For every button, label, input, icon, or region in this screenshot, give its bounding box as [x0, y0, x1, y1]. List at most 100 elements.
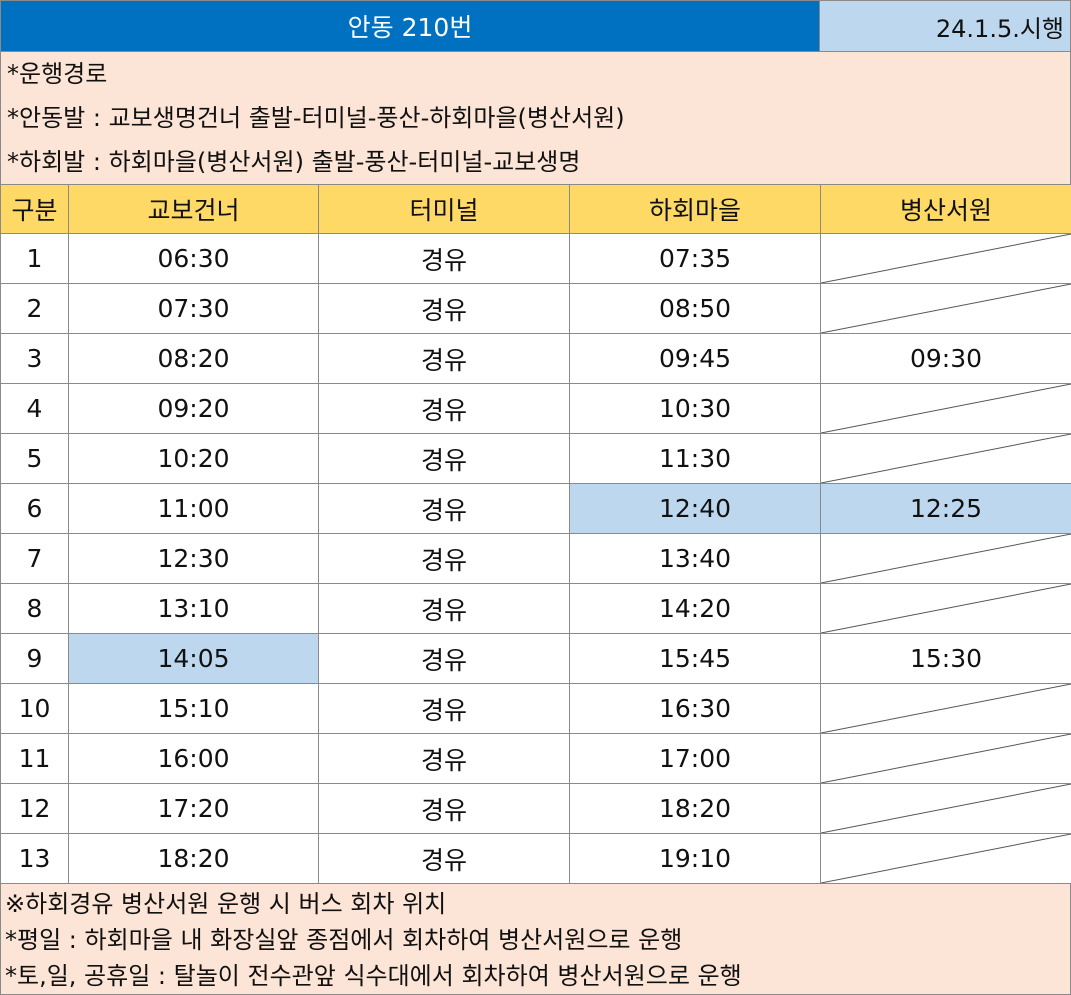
column-header-terminal: 터미널 — [318, 184, 570, 234]
gyobo-time: 12:30 — [68, 533, 319, 584]
gyobo-time: 15:10 — [68, 683, 319, 734]
table-row: 4 09:20 경유 10:30 — [0, 383, 1071, 434]
terminal-stop: 경유 — [318, 233, 570, 284]
row-number: 11 — [0, 733, 69, 784]
hahoe-time: 17:00 — [569, 733, 821, 784]
row-number: 8 — [0, 583, 69, 634]
diagonal-slash-icon — [821, 284, 1071, 333]
diagonal-slash-icon — [821, 734, 1071, 783]
terminal-stop: 경유 — [318, 833, 570, 884]
table-row: 13 18:20 경유 19:10 — [0, 833, 1071, 884]
route-notes: *운행경로 *안동발 : 교보생명건너 출발-터미널-풍산-하회마을(병산서원)… — [0, 52, 1071, 184]
no-service-cell — [820, 383, 1071, 434]
hahoe-time: 07:35 — [569, 233, 821, 284]
terminal-stop: 경유 — [318, 333, 570, 384]
row-number: 1 — [0, 233, 69, 284]
row-number: 9 — [0, 633, 69, 684]
hahoe-time: 08:50 — [569, 283, 821, 334]
gyobo-time: 09:20 — [68, 383, 319, 434]
hahoe-time: 10:30 — [569, 383, 821, 434]
route-note-andong-departure: *안동발 : 교보생명건너 출발-터미널-풍산-하회마을(병산서원) — [7, 104, 625, 132]
byeongsan-time: 15:30 — [820, 633, 1071, 684]
timetable-header-row: 구분 교보건너 터미널 하회마을 병산서원 — [0, 184, 1071, 234]
table-row: 2 07:30 경유 08:50 — [0, 283, 1071, 334]
no-service-cell — [820, 733, 1071, 784]
row-number: 5 — [0, 433, 69, 484]
hahoe-time: 12:40 — [569, 483, 821, 534]
hahoe-time: 16:30 — [569, 683, 821, 734]
hahoe-time: 09:45 — [569, 333, 821, 384]
turnaround-note-weekday: *평일 : 하회마을 내 화장실앞 종점에서 회차하여 병산서원으로 운행 — [5, 926, 683, 954]
table-row: 12 17:20 경유 18:20 — [0, 783, 1071, 834]
turnaround-note-weekend: *토,일, 공휴일 : 탈놀이 전수관앞 식수대에서 회차하여 병산서원으로 운… — [5, 962, 742, 990]
row-number: 13 — [0, 833, 69, 884]
turnaround-notes: ※하회경유 병산서원 운행 시 버스 회차 위치 *평일 : 하회마을 내 화장… — [0, 884, 1071, 995]
gyobo-time: 17:20 — [68, 783, 319, 834]
terminal-stop: 경유 — [318, 633, 570, 684]
gyobo-time: 08:20 — [68, 333, 319, 384]
no-service-cell — [820, 583, 1071, 634]
timetable: 구분 교보건너 터미널 하회마을 병산서원 1 06:30 경유 07:35 2 07:3… — [0, 184, 1071, 884]
gyobo-time: 14:05 — [68, 633, 319, 684]
table-row: 6 11:00 경유 12:40 12:25 — [0, 483, 1071, 534]
table-row: 10 15:10 경유 16:30 — [0, 683, 1071, 734]
terminal-stop: 경유 — [318, 583, 570, 634]
terminal-stop: 경유 — [318, 283, 570, 334]
title-bar: 안동 210번 24.1.5.시행 — [0, 0, 1071, 52]
terminal-stop: 경유 — [318, 383, 570, 434]
route-note-hahoe-departure: *하회발 : 하회마을(병산서원) 출발-풍산-터미널-교보생명 — [7, 148, 581, 176]
terminal-stop: 경유 — [318, 683, 570, 734]
hahoe-time: 19:10 — [569, 833, 821, 884]
diagonal-slash-icon — [821, 684, 1071, 733]
table-row: 3 08:20 경유 09:45 09:30 — [0, 333, 1071, 384]
hahoe-time: 13:40 — [569, 533, 821, 584]
byeongsan-time: 12:25 — [820, 483, 1071, 534]
hahoe-time: 14:20 — [569, 583, 821, 634]
table-row: 9 14:05 경유 15:45 15:30 — [0, 633, 1071, 684]
gyobo-time: 18:20 — [68, 833, 319, 884]
terminal-stop: 경유 — [318, 483, 570, 534]
terminal-stop: 경유 — [318, 533, 570, 584]
hahoe-time: 15:45 — [569, 633, 821, 684]
route-title: 안동 210번 — [1, 1, 820, 51]
no-service-cell — [820, 783, 1071, 834]
gyobo-time: 06:30 — [68, 233, 319, 284]
terminal-stop: 경유 — [318, 733, 570, 784]
hahoe-time: 18:20 — [569, 783, 821, 834]
timetable-body: 1 06:30 경유 07:35 2 07:30 경유 08:50 3 08:20 경유 09:45 0… — [0, 233, 1071, 884]
diagonal-slash-icon — [821, 384, 1071, 433]
diagonal-slash-icon — [821, 784, 1071, 833]
diagonal-slash-icon — [821, 534, 1071, 583]
table-row: 8 13:10 경유 14:20 — [0, 583, 1071, 634]
gyobo-time: 16:00 — [68, 733, 319, 784]
column-header-hahoe: 하회마을 — [569, 184, 821, 234]
diagonal-slash-icon — [821, 234, 1071, 283]
row-number: 12 — [0, 783, 69, 834]
route-note-heading: *운행경로 — [7, 60, 108, 88]
hahoe-time: 11:30 — [569, 433, 821, 484]
diagonal-slash-icon — [821, 584, 1071, 633]
no-service-cell — [820, 533, 1071, 584]
row-number: 7 — [0, 533, 69, 584]
turnaround-note-heading: ※하회경유 병산서원 운행 시 버스 회차 위치 — [5, 890, 447, 918]
gyobo-time: 13:10 — [68, 583, 319, 634]
terminal-stop: 경유 — [318, 783, 570, 834]
gyobo-time: 10:20 — [68, 433, 319, 484]
no-service-cell — [820, 433, 1071, 484]
table-row: 7 12:30 경유 13:40 — [0, 533, 1071, 584]
column-header-byeongsan: 병산서원 — [820, 184, 1071, 234]
row-number: 10 — [0, 683, 69, 734]
gyobo-time: 11:00 — [68, 483, 319, 534]
no-service-cell — [820, 283, 1071, 334]
table-row: 5 10:20 경유 11:30 — [0, 433, 1071, 484]
row-number: 6 — [0, 483, 69, 534]
column-header-no: 구분 — [0, 184, 69, 234]
column-header-gyobo: 교보건너 — [68, 184, 319, 234]
terminal-stop: 경유 — [318, 433, 570, 484]
row-number: 4 — [0, 383, 69, 434]
no-service-cell — [820, 683, 1071, 734]
table-row: 11 16:00 경유 17:00 — [0, 733, 1071, 784]
diagonal-slash-icon — [821, 834, 1071, 883]
row-number: 3 — [0, 333, 69, 384]
